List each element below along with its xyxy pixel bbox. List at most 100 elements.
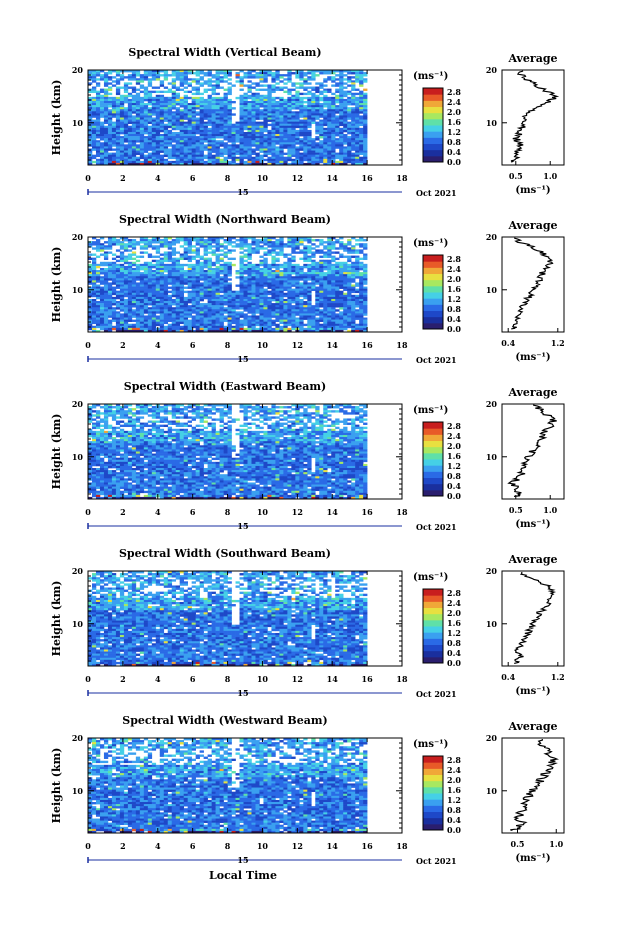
heatmap-cell bbox=[283, 136, 287, 138]
heatmap-cell bbox=[148, 132, 152, 134]
heatmap-cell bbox=[180, 146, 184, 148]
heatmap-cell bbox=[112, 282, 116, 284]
heatmap-cell bbox=[359, 303, 363, 305]
heatmap-cell bbox=[255, 132, 259, 134]
heatmap-cell bbox=[124, 124, 128, 126]
heatmap-cell bbox=[168, 301, 172, 303]
heatmap-cell bbox=[347, 144, 351, 146]
heatmap-cell bbox=[331, 266, 335, 268]
heatmap-cell bbox=[200, 243, 204, 245]
heatmap-cell bbox=[200, 266, 204, 268]
heatmap-cell bbox=[96, 313, 100, 315]
heatmap-cell bbox=[92, 142, 96, 144]
heatmap-cell bbox=[311, 111, 315, 113]
heatmap-cell bbox=[295, 272, 299, 274]
heatmap-cell bbox=[92, 295, 96, 297]
heatmap-cell bbox=[343, 107, 347, 109]
heatmap-cell bbox=[319, 157, 323, 159]
heatmap-cell bbox=[244, 93, 248, 95]
heatmap-cell bbox=[192, 140, 196, 142]
heatmap-cell bbox=[220, 99, 224, 101]
heatmap-cell bbox=[319, 72, 323, 74]
heatmap-cell bbox=[355, 151, 359, 153]
heatmap-cell bbox=[120, 241, 124, 243]
heatmap-cell bbox=[116, 270, 120, 272]
heatmap-cell bbox=[216, 140, 220, 142]
heatmap-cell bbox=[192, 132, 196, 134]
heatmap-cell bbox=[140, 80, 144, 82]
heatmap-cell bbox=[295, 122, 299, 124]
heatmap-cell bbox=[228, 262, 232, 264]
heatmap-cell bbox=[287, 289, 291, 291]
heatmap-cell bbox=[164, 295, 168, 297]
heatmap-cell bbox=[275, 309, 279, 311]
heatmap-cell bbox=[152, 109, 156, 111]
heatmap-cell bbox=[287, 307, 291, 309]
heatmap-cell bbox=[148, 295, 152, 297]
heatmap-cell bbox=[172, 241, 176, 243]
heatmap-cell bbox=[307, 115, 311, 117]
heatmap-cell bbox=[363, 95, 367, 97]
heatmap-cell bbox=[315, 126, 319, 128]
heatmap-cell bbox=[116, 74, 120, 76]
heatmap-cell bbox=[311, 146, 315, 148]
heatmap-cell bbox=[331, 120, 335, 122]
heatmap-cell bbox=[271, 113, 275, 115]
heatmap-cell bbox=[92, 278, 96, 280]
heatmap-cell bbox=[148, 95, 152, 97]
heatmap-cell bbox=[251, 99, 255, 101]
heatmap-cell bbox=[128, 270, 132, 272]
heatmap-cell bbox=[267, 276, 271, 278]
heatmap-cell bbox=[152, 291, 156, 293]
heatmap-cell bbox=[148, 268, 152, 270]
y-tick-label: 20 bbox=[72, 65, 84, 75]
heatmap-cell bbox=[319, 130, 323, 132]
heatmap-cell bbox=[299, 111, 303, 113]
heatmap-cell bbox=[184, 256, 188, 258]
heatmap-cell bbox=[184, 247, 188, 249]
heatmap-cell bbox=[148, 153, 152, 155]
heatmap-cell bbox=[204, 285, 208, 287]
heatmap-cell bbox=[355, 144, 359, 146]
heatmap-cell bbox=[220, 295, 224, 297]
heatmap-cell bbox=[120, 254, 124, 256]
heatmap-cell bbox=[172, 247, 176, 249]
heatmap-cell bbox=[251, 101, 255, 103]
heatmap-cell bbox=[132, 101, 136, 103]
heatmap-cell bbox=[251, 107, 255, 109]
heatmap-cell bbox=[148, 254, 152, 256]
heatmap-cell bbox=[88, 161, 92, 163]
heatmap-cell bbox=[259, 126, 263, 128]
heatmap-cell bbox=[351, 270, 355, 272]
heatmap-cell bbox=[299, 309, 303, 311]
heatmap-cell bbox=[363, 287, 367, 289]
heatmap-cell bbox=[339, 297, 343, 299]
heatmap-cell bbox=[112, 159, 116, 161]
heatmap-cell bbox=[347, 76, 351, 78]
heatmap-cell bbox=[331, 113, 335, 115]
heatmap-cell bbox=[240, 270, 244, 272]
heatmap-cell bbox=[196, 72, 200, 74]
heatmap-cell bbox=[279, 297, 283, 299]
heatmap-cell bbox=[263, 136, 267, 138]
heatmap-cell bbox=[116, 268, 120, 270]
heatmap-cell bbox=[188, 115, 192, 117]
heatmap-cell bbox=[327, 241, 331, 243]
heatmap-cell bbox=[319, 239, 323, 241]
heatmap-cell bbox=[259, 293, 263, 295]
heatmap-cell bbox=[271, 299, 275, 301]
heatmap-cell bbox=[148, 272, 152, 274]
heatmap-cell bbox=[283, 128, 287, 130]
heatmap-cell bbox=[180, 291, 184, 293]
heatmap-cell bbox=[240, 258, 244, 260]
heatmap-cell bbox=[152, 87, 156, 89]
heatmap-cell bbox=[299, 278, 303, 280]
heatmap-cell bbox=[156, 99, 160, 101]
heatmap-cell bbox=[96, 146, 100, 148]
heatmap-cell bbox=[331, 124, 335, 126]
heatmap-cell bbox=[188, 148, 192, 150]
heatmap-cell bbox=[327, 159, 331, 161]
heatmap-cell bbox=[92, 285, 96, 287]
heatmap-cell bbox=[315, 278, 319, 280]
heatmap-cell bbox=[92, 299, 96, 301]
